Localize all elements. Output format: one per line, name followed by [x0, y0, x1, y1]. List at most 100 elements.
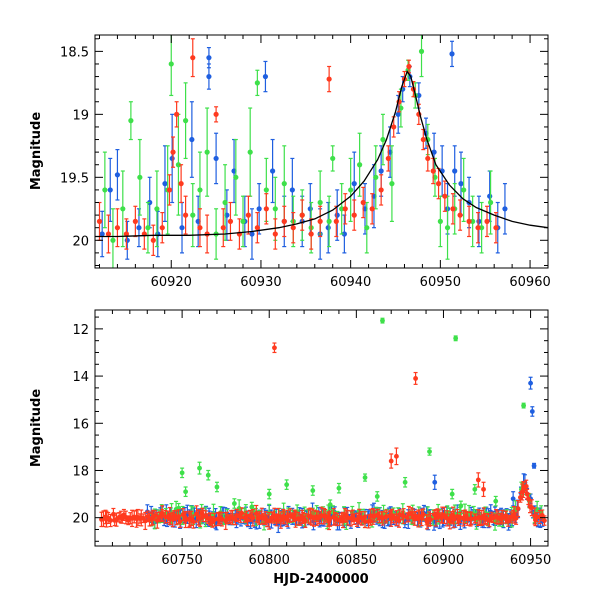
top-point-green — [470, 218, 476, 224]
top-point-red — [114, 225, 121, 231]
top-y-tick-label: 19 — [72, 108, 89, 123]
top-y-tick-label: 20 — [72, 234, 89, 249]
top-point-red — [420, 136, 426, 143]
top-point-blue — [169, 155, 175, 162]
top-point-blue — [124, 237, 130, 243]
bottom-x-tick-label: 60800 — [249, 553, 290, 568]
top-point-blue — [179, 225, 185, 231]
bottom-point-green — [449, 491, 455, 497]
top-point-blue — [206, 73, 212, 80]
bottom-x-tick-label: 60850 — [336, 553, 377, 568]
top-point-red — [360, 199, 366, 206]
top-point-red — [123, 231, 129, 237]
bottom-point-red — [142, 518, 148, 524]
top-point-red — [197, 225, 203, 231]
top-point-green — [254, 80, 260, 86]
bottom-point-blue — [531, 463, 537, 469]
top-point-red — [245, 212, 251, 218]
bottom-point-red — [250, 515, 256, 521]
top-point-blue — [256, 206, 262, 212]
top-point-green — [479, 225, 485, 231]
top-point-blue — [341, 231, 347, 237]
bottom-point-red — [340, 517, 346, 523]
top-x-tick-label: 60960 — [509, 275, 550, 290]
bottom-point-red — [420, 512, 426, 517]
bottom-point-red — [177, 519, 183, 524]
top-point-blue — [351, 181, 357, 187]
bottom-point-green — [231, 501, 237, 506]
bottom-point-green — [236, 506, 242, 511]
bottom-point-blue — [529, 409, 535, 414]
bottom-point-red — [475, 477, 481, 483]
top-point-red — [132, 218, 138, 224]
bottom-point-blue — [510, 496, 516, 502]
bottom-point-red — [327, 516, 333, 522]
top-point-blue — [334, 212, 340, 218]
bottom-plot-area — [99, 317, 547, 534]
top-x-tick-label: 60930 — [240, 275, 281, 290]
top-point-red — [105, 231, 112, 237]
top-plot-frame — [94, 34, 549, 269]
top-point-green — [487, 199, 494, 206]
top-point-red — [166, 187, 173, 193]
bottom-y-tick-label: 14 — [72, 370, 89, 385]
bottom-point-red — [505, 518, 511, 524]
top-y-axis-label: Magnitude — [29, 112, 44, 191]
x-axis-label: HJD-2400000 — [273, 572, 368, 587]
top-point-green — [330, 155, 336, 162]
bottom-point-green — [453, 335, 459, 341]
bottom-y-tick-label: 18 — [72, 464, 89, 479]
top-point-red — [150, 237, 156, 243]
top-point-red — [96, 218, 103, 224]
top-point-red — [351, 212, 357, 218]
top-point-red — [308, 231, 314, 237]
bottom-point-green — [179, 470, 185, 476]
top-point-blue — [114, 172, 121, 178]
top-point-green — [168, 61, 174, 67]
top-point-blue — [487, 193, 493, 199]
bottom-point-red — [542, 518, 547, 523]
top-point-green — [204, 149, 210, 155]
top-point-green — [339, 206, 345, 212]
bottom-point-green — [284, 482, 290, 488]
bottom-point-red — [272, 345, 277, 351]
top-point-red — [299, 212, 305, 218]
top-point-red — [475, 225, 481, 231]
bottom-point-green — [402, 479, 408, 485]
top-point-red — [333, 218, 339, 224]
top-point-red — [263, 206, 269, 212]
top-point-green — [281, 181, 287, 187]
top-point-red — [425, 155, 431, 162]
top-x-tick-label: 60920 — [151, 275, 192, 290]
top-point-red — [174, 111, 180, 117]
top-point-blue — [107, 187, 113, 193]
bottom-point-red — [451, 516, 457, 522]
bottom-point-green — [197, 465, 202, 471]
top-point-green — [175, 162, 182, 168]
top-point-red — [213, 111, 219, 117]
bottom-series-red — [99, 342, 547, 531]
top-series-red — [96, 38, 499, 257]
top-point-green — [233, 174, 239, 180]
bottom-point-red — [275, 513, 281, 519]
top-point-red — [385, 155, 391, 162]
top-point-green — [240, 218, 246, 224]
bottom-point-green — [310, 488, 316, 493]
top-point-blue — [249, 231, 255, 237]
top-point-green — [145, 225, 151, 231]
bottom-y-tick-label: 16 — [72, 417, 89, 432]
bottom-point-blue — [432, 479, 438, 485]
top-point-blue — [289, 187, 295, 193]
bottom-point-green — [472, 486, 478, 492]
top-point-red — [281, 218, 287, 224]
top-point-green — [272, 206, 278, 212]
top-point-red — [159, 225, 165, 231]
bottom-point-red — [302, 518, 308, 523]
top-point-red — [220, 225, 226, 231]
top-x-tick-label: 60940 — [330, 275, 371, 290]
bottom-axes: 60750 60800 60850 60900 60950 12 14 16 18 20 — [72, 310, 551, 568]
top-point-blue — [378, 168, 384, 174]
top-point-red — [406, 63, 412, 70]
top-point-green — [326, 218, 332, 224]
top-point-red — [317, 218, 323, 224]
